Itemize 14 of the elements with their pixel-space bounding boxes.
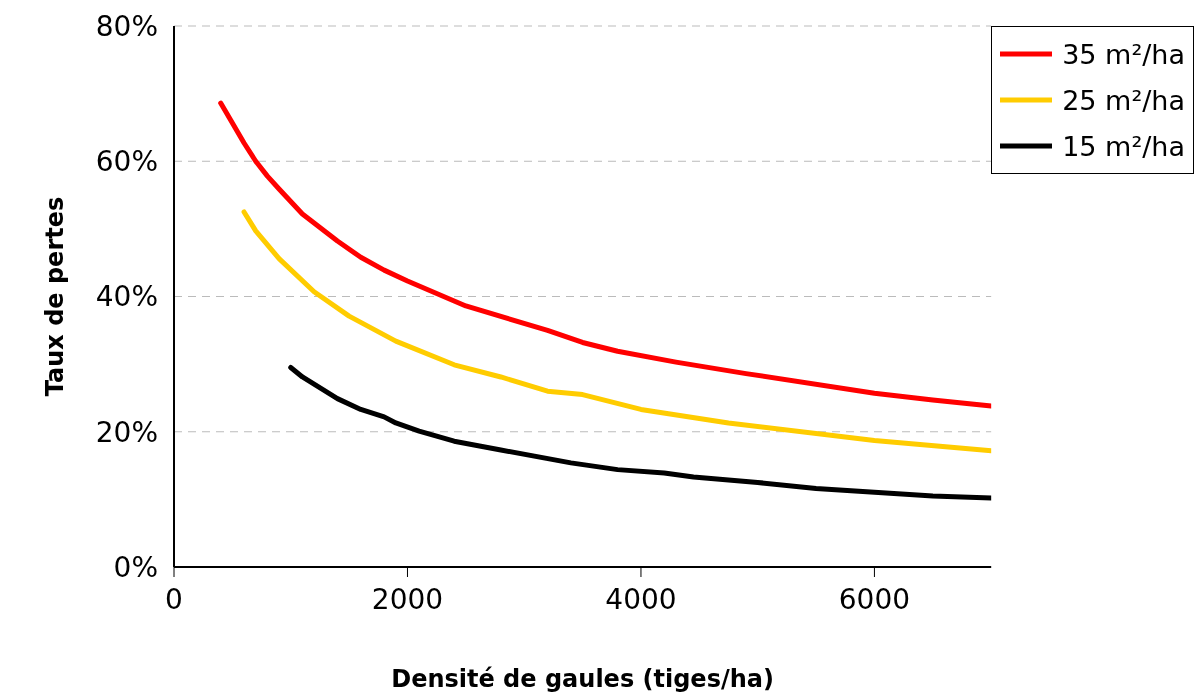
x-tick-label: 2000: [371, 582, 444, 616]
x-tick-label: 0: [165, 582, 183, 616]
x-tick-label: 6000: [838, 582, 911, 616]
y-tick-label: 80%: [95, 9, 158, 43]
y-axis-title: Taux de pertes: [40, 196, 69, 397]
x-tick-label: 4000: [605, 582, 677, 616]
legend-label: 15 m²/ha: [1062, 130, 1185, 162]
y-tick-label: 40%: [95, 280, 158, 314]
y-tick-label: 60%: [95, 145, 158, 179]
y-tick-label: 0%: [113, 550, 158, 584]
legend-label: 25 m²/ha: [1062, 84, 1185, 116]
legend-label: 35 m²/ha: [1062, 38, 1185, 70]
y-tick-label: 20%: [95, 415, 158, 449]
x-axis-title: Densité de gaules (tiges/ha): [391, 665, 774, 693]
